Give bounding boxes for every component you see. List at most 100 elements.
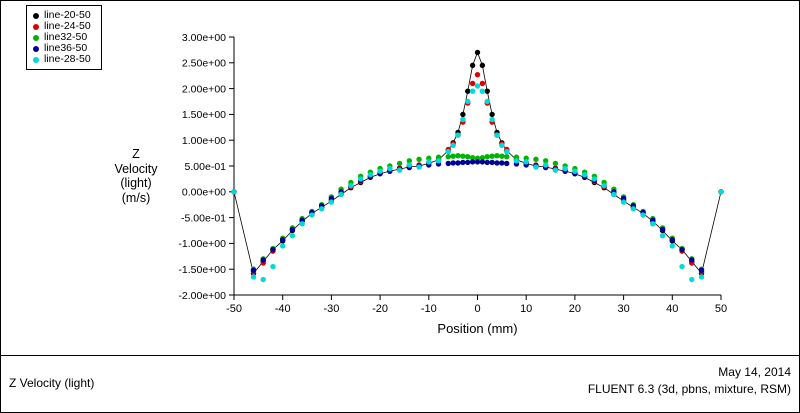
data-point-line-28-50 <box>406 162 413 168</box>
x-tick-label: 30 <box>617 303 629 315</box>
y-axis-title-line: Z <box>132 147 140 161</box>
legend-item: line-28-50 <box>33 54 91 65</box>
data-point-line-20-50 <box>474 49 481 56</box>
data-point-line-28-50 <box>426 159 432 165</box>
data-point-line-28-50 <box>689 276 695 283</box>
legend-item: line-24-50 <box>33 21 91 32</box>
data-point-line-28-50 <box>469 88 476 94</box>
data-point-line-28-50 <box>591 176 598 182</box>
data-point-line32-50 <box>552 160 559 167</box>
data-point-line-20-50 <box>489 111 495 118</box>
data-point-line-20-50 <box>469 62 476 69</box>
y-tick-label: -5.00e-01 <box>181 212 226 224</box>
data-point-line32-50 <box>489 153 495 159</box>
data-point-line-28-50 <box>357 176 364 182</box>
data-point-line-28-50 <box>435 158 442 164</box>
data-point-line-28-50 <box>450 142 456 149</box>
y-axis-title: Z Velocity (light) (m/s) <box>96 147 176 205</box>
legend: line-20-50 line-24-50 line32-50 line36-5… <box>26 5 102 70</box>
data-point-line-28-50 <box>552 167 559 173</box>
data-point-line-28-50 <box>445 148 451 155</box>
data-point-line36-50 <box>460 159 466 166</box>
data-point-line36-50 <box>450 160 456 166</box>
data-point-line32-50 <box>542 158 549 164</box>
x-tick-label: -40 <box>275 303 291 315</box>
data-point-line-28-50 <box>611 191 617 198</box>
data-point-line-28-50 <box>718 189 724 195</box>
data-point-line-28-50 <box>650 221 656 227</box>
legend-item: line32-50 <box>33 32 91 43</box>
data-point-line-20-50 <box>484 88 490 94</box>
data-point-line-28-50 <box>630 206 637 212</box>
data-point-line32-50 <box>533 156 539 162</box>
x-axis-title: Position (mm) <box>437 321 517 336</box>
data-point-line-28-50 <box>460 116 466 123</box>
data-point-line-24-50 <box>469 80 476 87</box>
y-tick-label: 1.50e+00 <box>182 109 226 121</box>
series-marker-icon <box>33 56 39 63</box>
data-point-line-28-50 <box>309 212 315 218</box>
data-point-line-28-50 <box>280 243 286 249</box>
solver-info: May 14, 2014 FLUENT 6.3 (3d, pbns, mixtu… <box>588 364 791 398</box>
data-point-line32-50 <box>460 153 466 159</box>
solver-text: FLUENT 6.3 (3d, pbns, mixture, RSM) <box>587 382 791 396</box>
data-point-line-28-50 <box>562 165 568 172</box>
data-point-line-28-50 <box>289 232 296 239</box>
footer-bar: Z Velocity (light) May 14, 2014 FLUENT 6… <box>1 355 799 412</box>
data-point-line-20-50 <box>479 62 486 69</box>
x-tick-label: -30 <box>323 303 339 315</box>
data-point-line36-50 <box>260 257 266 263</box>
data-point-line36-50 <box>465 159 471 166</box>
x-tick-label: 10 <box>520 303 532 315</box>
series-marker-icon <box>33 23 39 30</box>
data-point-line-28-50 <box>489 116 495 123</box>
data-point-line36-50 <box>469 159 476 165</box>
data-point-line-28-50 <box>455 132 461 138</box>
data-point-line-28-50 <box>640 212 646 218</box>
data-point-line36-50 <box>659 226 666 233</box>
data-point-line-28-50 <box>387 165 393 172</box>
data-point-line-28-50 <box>669 243 675 249</box>
data-point-line36-50 <box>484 159 490 166</box>
data-point-line36-50 <box>679 246 685 253</box>
y-tick-label: 2.50e+00 <box>182 58 226 70</box>
x-tick-label: 40 <box>666 303 678 315</box>
data-point-line-28-50 <box>479 88 486 94</box>
x-tick-label: -50 <box>226 303 242 315</box>
x-tick-label: -10 <box>421 303 437 315</box>
legend-label: line-24-50 <box>44 20 91 32</box>
y-tick-label: 5.00e-01 <box>185 161 227 173</box>
data-point-line32-50 <box>469 155 476 161</box>
data-point-line36-50 <box>494 160 500 166</box>
data-point-line-20-50 <box>465 88 471 94</box>
y-tick-label: 2.00e+00 <box>182 83 226 95</box>
chart-svg: 3.00e+00 2.50e+00 2.00e+00 1.50e+00 1.00e+00… <box>178 32 727 336</box>
data-point-line-28-50 <box>494 132 500 138</box>
data-point-line-28-50 <box>504 148 510 155</box>
y-tick-label: 1.00e+00 <box>182 135 226 147</box>
y-tick-label: -1.50e+00 <box>178 264 226 276</box>
data-point-line-28-50 <box>299 221 305 227</box>
y-tick-label: 0.00e+00 <box>182 187 226 199</box>
x-tick-label: 20 <box>569 303 581 315</box>
data-point-line32-50 <box>479 155 486 161</box>
data-point-line-28-50 <box>581 172 588 178</box>
data-point-line-28-50 <box>465 98 471 105</box>
x-tick-label: 50 <box>715 303 727 315</box>
data-point-line-24-50 <box>479 80 486 87</box>
data-point-line32-50 <box>504 154 510 160</box>
data-point-line-28-50 <box>231 189 237 195</box>
data-point-line32-50 <box>484 154 490 160</box>
y-axis-title-line: (light) <box>120 176 152 190</box>
data-point-line-28-50 <box>416 164 422 170</box>
data-point-line36-50 <box>455 160 461 166</box>
data-point-line36-50 <box>280 237 286 243</box>
data-point-line-28-50 <box>270 263 276 270</box>
data-point-line32-50 <box>455 152 461 159</box>
x-tick-label: 0 <box>474 303 480 315</box>
data-point-line-28-50 <box>542 162 549 168</box>
series-marker-icon <box>33 45 39 52</box>
data-point-line32-50 <box>416 156 422 162</box>
legend-item: line36-50 <box>33 43 91 54</box>
data-point-line-28-50 <box>484 98 490 105</box>
